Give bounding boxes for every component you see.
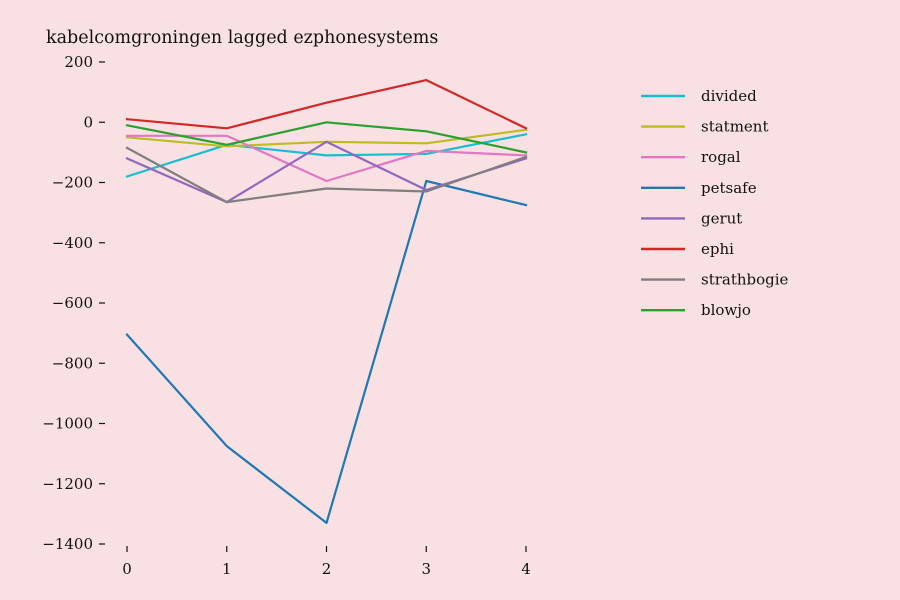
series-lines	[125, 78, 528, 525]
x-tick-label: 4	[521, 560, 531, 578]
series-line-ephi	[125, 78, 528, 130]
y-tick-label: −600	[52, 294, 93, 312]
x-axis: 0 1 2 3 4	[122, 546, 531, 578]
y-tick-label: −400	[52, 234, 93, 252]
x-tick-label: 2	[322, 560, 332, 578]
series-line-strathbogie	[125, 146, 528, 204]
y-tick-label: 0	[83, 113, 93, 131]
legend-label: rogal	[701, 148, 741, 166]
series-line-petsafe	[125, 179, 528, 525]
legend-label: petsafe	[701, 179, 757, 197]
y-tick-label: 200	[64, 53, 93, 71]
legend-label: gerut	[701, 209, 742, 227]
legend: divided statment rogal petsafe gerut ephi stra…	[641, 87, 789, 319]
legend-item-strathbogie: strathbogie	[641, 271, 789, 289]
legend-item-divided: divided	[641, 87, 757, 105]
y-tick-label: −800	[52, 354, 93, 372]
y-tick-label: −200	[52, 174, 93, 192]
y-axis: 200 0 −200 −400 −600 −800 −1000 −1200 −1400	[42, 53, 105, 553]
legend-label: divided	[701, 87, 757, 105]
legend-label: ephi	[701, 240, 734, 258]
chart-title: kabelcomgroningen lagged ezphonesystems	[46, 28, 438, 48]
legend-item-blowjo: blowjo	[641, 301, 751, 319]
legend-item-rogal: rogal	[641, 148, 741, 166]
series-line-blowjo	[125, 121, 528, 154]
x-tick-label: 1	[222, 560, 232, 578]
x-tick-label: 3	[421, 560, 431, 578]
legend-label: blowjo	[701, 301, 751, 319]
y-tick-label: −1400	[42, 535, 93, 553]
y-tick-label: −1000	[42, 415, 93, 433]
y-tick-label: −1200	[42, 475, 93, 493]
legend-label: statment	[701, 118, 769, 136]
series-line-divided	[125, 133, 528, 178]
legend-item-ephi: ephi	[641, 240, 734, 258]
legend-item-gerut: gerut	[641, 209, 742, 227]
x-tick-label: 0	[122, 560, 132, 578]
legend-item-petsafe: petsafe	[641, 179, 757, 197]
legend-item-statment: statment	[641, 118, 769, 136]
legend-label: strathbogie	[701, 271, 789, 289]
series-line-rogal	[125, 134, 528, 183]
